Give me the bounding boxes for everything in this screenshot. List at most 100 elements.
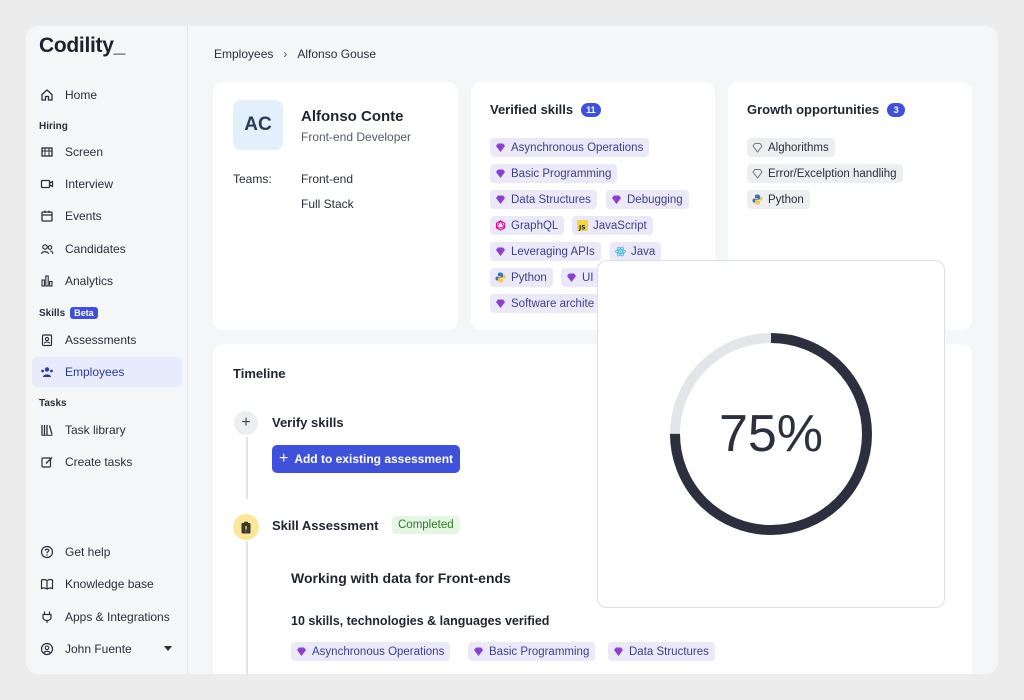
verified-skills-label: Verified skills: [490, 102, 574, 117]
svg-text:JS: JS: [578, 225, 586, 232]
status-badge: Completed: [392, 516, 460, 534]
nav-events-label: Events: [65, 209, 102, 223]
team-item: Front-end: [301, 172, 354, 186]
breadcrumb-employees[interactable]: Employees: [214, 47, 274, 61]
timeline-connector: [246, 541, 248, 674]
skill-chip: Data Structures: [490, 190, 597, 209]
nav-create-tasks[interactable]: Create tasks: [32, 447, 182, 477]
nav-assessments[interactable]: Assessments: [32, 325, 182, 355]
skill-chip: Java: [610, 242, 662, 261]
user-name: John Fuente: [65, 642, 132, 656]
growth-chip: Python: [747, 190, 810, 209]
nav-section-skills-label: Skills: [39, 307, 66, 319]
calendar-icon: [40, 209, 54, 223]
growth-chip-label: Error/Excelption handlihg: [768, 167, 897, 180]
timeline-title: Timeline: [233, 366, 286, 381]
skill-chip-label: Java: [631, 245, 656, 258]
progress-ring-fill: [670, 333, 872, 535]
verified-skills-title: Verified skills 11: [490, 102, 601, 117]
skill-chip: Data Structures: [608, 642, 715, 661]
book-icon: [40, 577, 54, 591]
breadcrumb: Employees › Alfonso Gouse: [214, 47, 376, 61]
growth-chip-label: Python: [768, 193, 804, 206]
users-icon: [40, 242, 54, 256]
verified-skills-card: Verified skills 11 Asynchronous Operatio…: [471, 82, 715, 330]
nav-section-tasks: Tasks: [39, 398, 67, 409]
skill-chip-label: JavaScript: [593, 219, 647, 232]
skill-chip-label: Software archite: [511, 297, 595, 310]
assessment-title: Working with data for Front-ends: [291, 570, 511, 586]
nav-home-label: Home: [65, 88, 98, 102]
skill-chip: GraphQL: [490, 216, 565, 235]
plug-icon: [40, 610, 54, 624]
gem-outline-icon: [752, 168, 763, 179]
profile-card: AC Alfonso Conte Front-end Developer Tea…: [213, 82, 458, 330]
nav-candidates-label: Candidates: [65, 242, 126, 256]
nav-home[interactable]: Home: [32, 80, 182, 110]
nav-employees-label: Employees: [65, 365, 125, 379]
codility-logo[interactable]: Codility_: [39, 34, 125, 57]
add-to-assessment-button[interactable]: + Add to existing assessment: [272, 445, 460, 473]
nav-employees[interactable]: Employees: [32, 357, 182, 387]
clipboard-icon: [233, 514, 259, 540]
skill-chip-label: Data Structures: [511, 193, 591, 206]
nav-screen-label: Screen: [65, 145, 104, 159]
gem-outline-icon: [752, 142, 763, 153]
skill-chip: UI: [561, 268, 600, 287]
gem-icon: [296, 646, 307, 657]
skill-chip-label: Basic Programming: [511, 167, 612, 180]
javascript-icon: JS: [577, 220, 588, 231]
skill-chip-label: GraphQL: [511, 219, 559, 232]
skill-chip-label: Asynchronous Operations: [511, 141, 644, 154]
nav-interview-label: Interview: [65, 177, 114, 191]
user-circle-icon: [40, 642, 54, 656]
bar-chart-icon: [40, 274, 54, 288]
python-icon: [495, 272, 506, 283]
breadcrumb-current: Alfonso Gouse: [297, 47, 377, 61]
skill-chip-label: Debugging: [627, 193, 683, 206]
employee-role: Front-end Developer: [301, 130, 412, 144]
nav-interview[interactable]: Interview: [32, 169, 182, 199]
step-verify-skills: Verify skills: [272, 415, 344, 430]
nav-analytics-label: Analytics: [65, 274, 114, 288]
gem-icon: [611, 194, 622, 205]
team-item: Full Stack: [301, 197, 354, 211]
employee-name: Alfonso Conte: [301, 108, 404, 125]
timeline-connector: [246, 437, 248, 499]
gem-icon: [473, 646, 484, 657]
employees-icon: [40, 365, 54, 379]
skill-chip-label: Python: [511, 271, 547, 284]
nav-apps-integrations[interactable]: Apps & Integrations: [32, 602, 182, 632]
verified-count-badge: 11: [581, 102, 601, 117]
nav-knowledge-base[interactable]: Knowledge base: [32, 569, 182, 599]
nav-analytics[interactable]: Analytics: [32, 266, 182, 296]
add-to-assessment-label: Add to existing assessment: [294, 452, 454, 466]
nav-get-help[interactable]: Get help: [32, 537, 182, 567]
graphql-icon: [495, 220, 506, 231]
nav-candidates[interactable]: Candidates: [32, 234, 182, 264]
skill-chip-label: Basic Programming: [489, 645, 590, 658]
sidebar: Codility_ Home Hiring Screen Interview E…: [26, 26, 188, 674]
nav-task-library[interactable]: Task library: [32, 415, 182, 445]
user-menu[interactable]: John Fuente: [32, 634, 182, 664]
skill-chip: Basic Programming: [468, 642, 596, 661]
skill-chip: Asynchronous Operations: [490, 138, 650, 157]
app-window: Codility_ Home Hiring Screen Interview E…: [26, 26, 998, 674]
progress-ring: [670, 333, 872, 535]
step-skill-assessment: Skill Assessment: [272, 518, 379, 533]
chevron-down-icon[interactable]: [164, 646, 172, 651]
skill-chip: Leveraging APIs: [490, 242, 601, 261]
nav-assessments-label: Assessments: [65, 333, 137, 347]
growth-chip: Alghorithms: [747, 138, 835, 157]
growth-title: Growth opportunities 3: [747, 102, 906, 117]
assessment-summary: 10 skills, technologies & languages veri…: [291, 614, 550, 628]
nav-events[interactable]: Events: [32, 201, 182, 231]
nav-screen[interactable]: Screen: [32, 137, 182, 167]
id-badge-icon: [40, 333, 54, 347]
skill-chip: Software archite: [490, 294, 601, 313]
plus-icon: +: [278, 450, 289, 467]
skill-chip-label: Leveraging APIs: [511, 245, 595, 258]
plus-icon[interactable]: +: [234, 411, 258, 435]
help-icon: [40, 545, 54, 559]
gem-icon: [495, 194, 506, 205]
